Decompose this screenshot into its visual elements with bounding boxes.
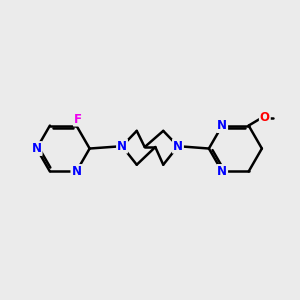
Text: F: F	[74, 112, 82, 126]
Text: N: N	[117, 140, 127, 153]
Text: N: N	[217, 165, 227, 178]
Text: N: N	[217, 119, 227, 132]
Text: O: O	[260, 110, 270, 124]
Text: N: N	[71, 165, 81, 178]
Text: N: N	[32, 142, 42, 155]
Text: N: N	[173, 140, 183, 153]
